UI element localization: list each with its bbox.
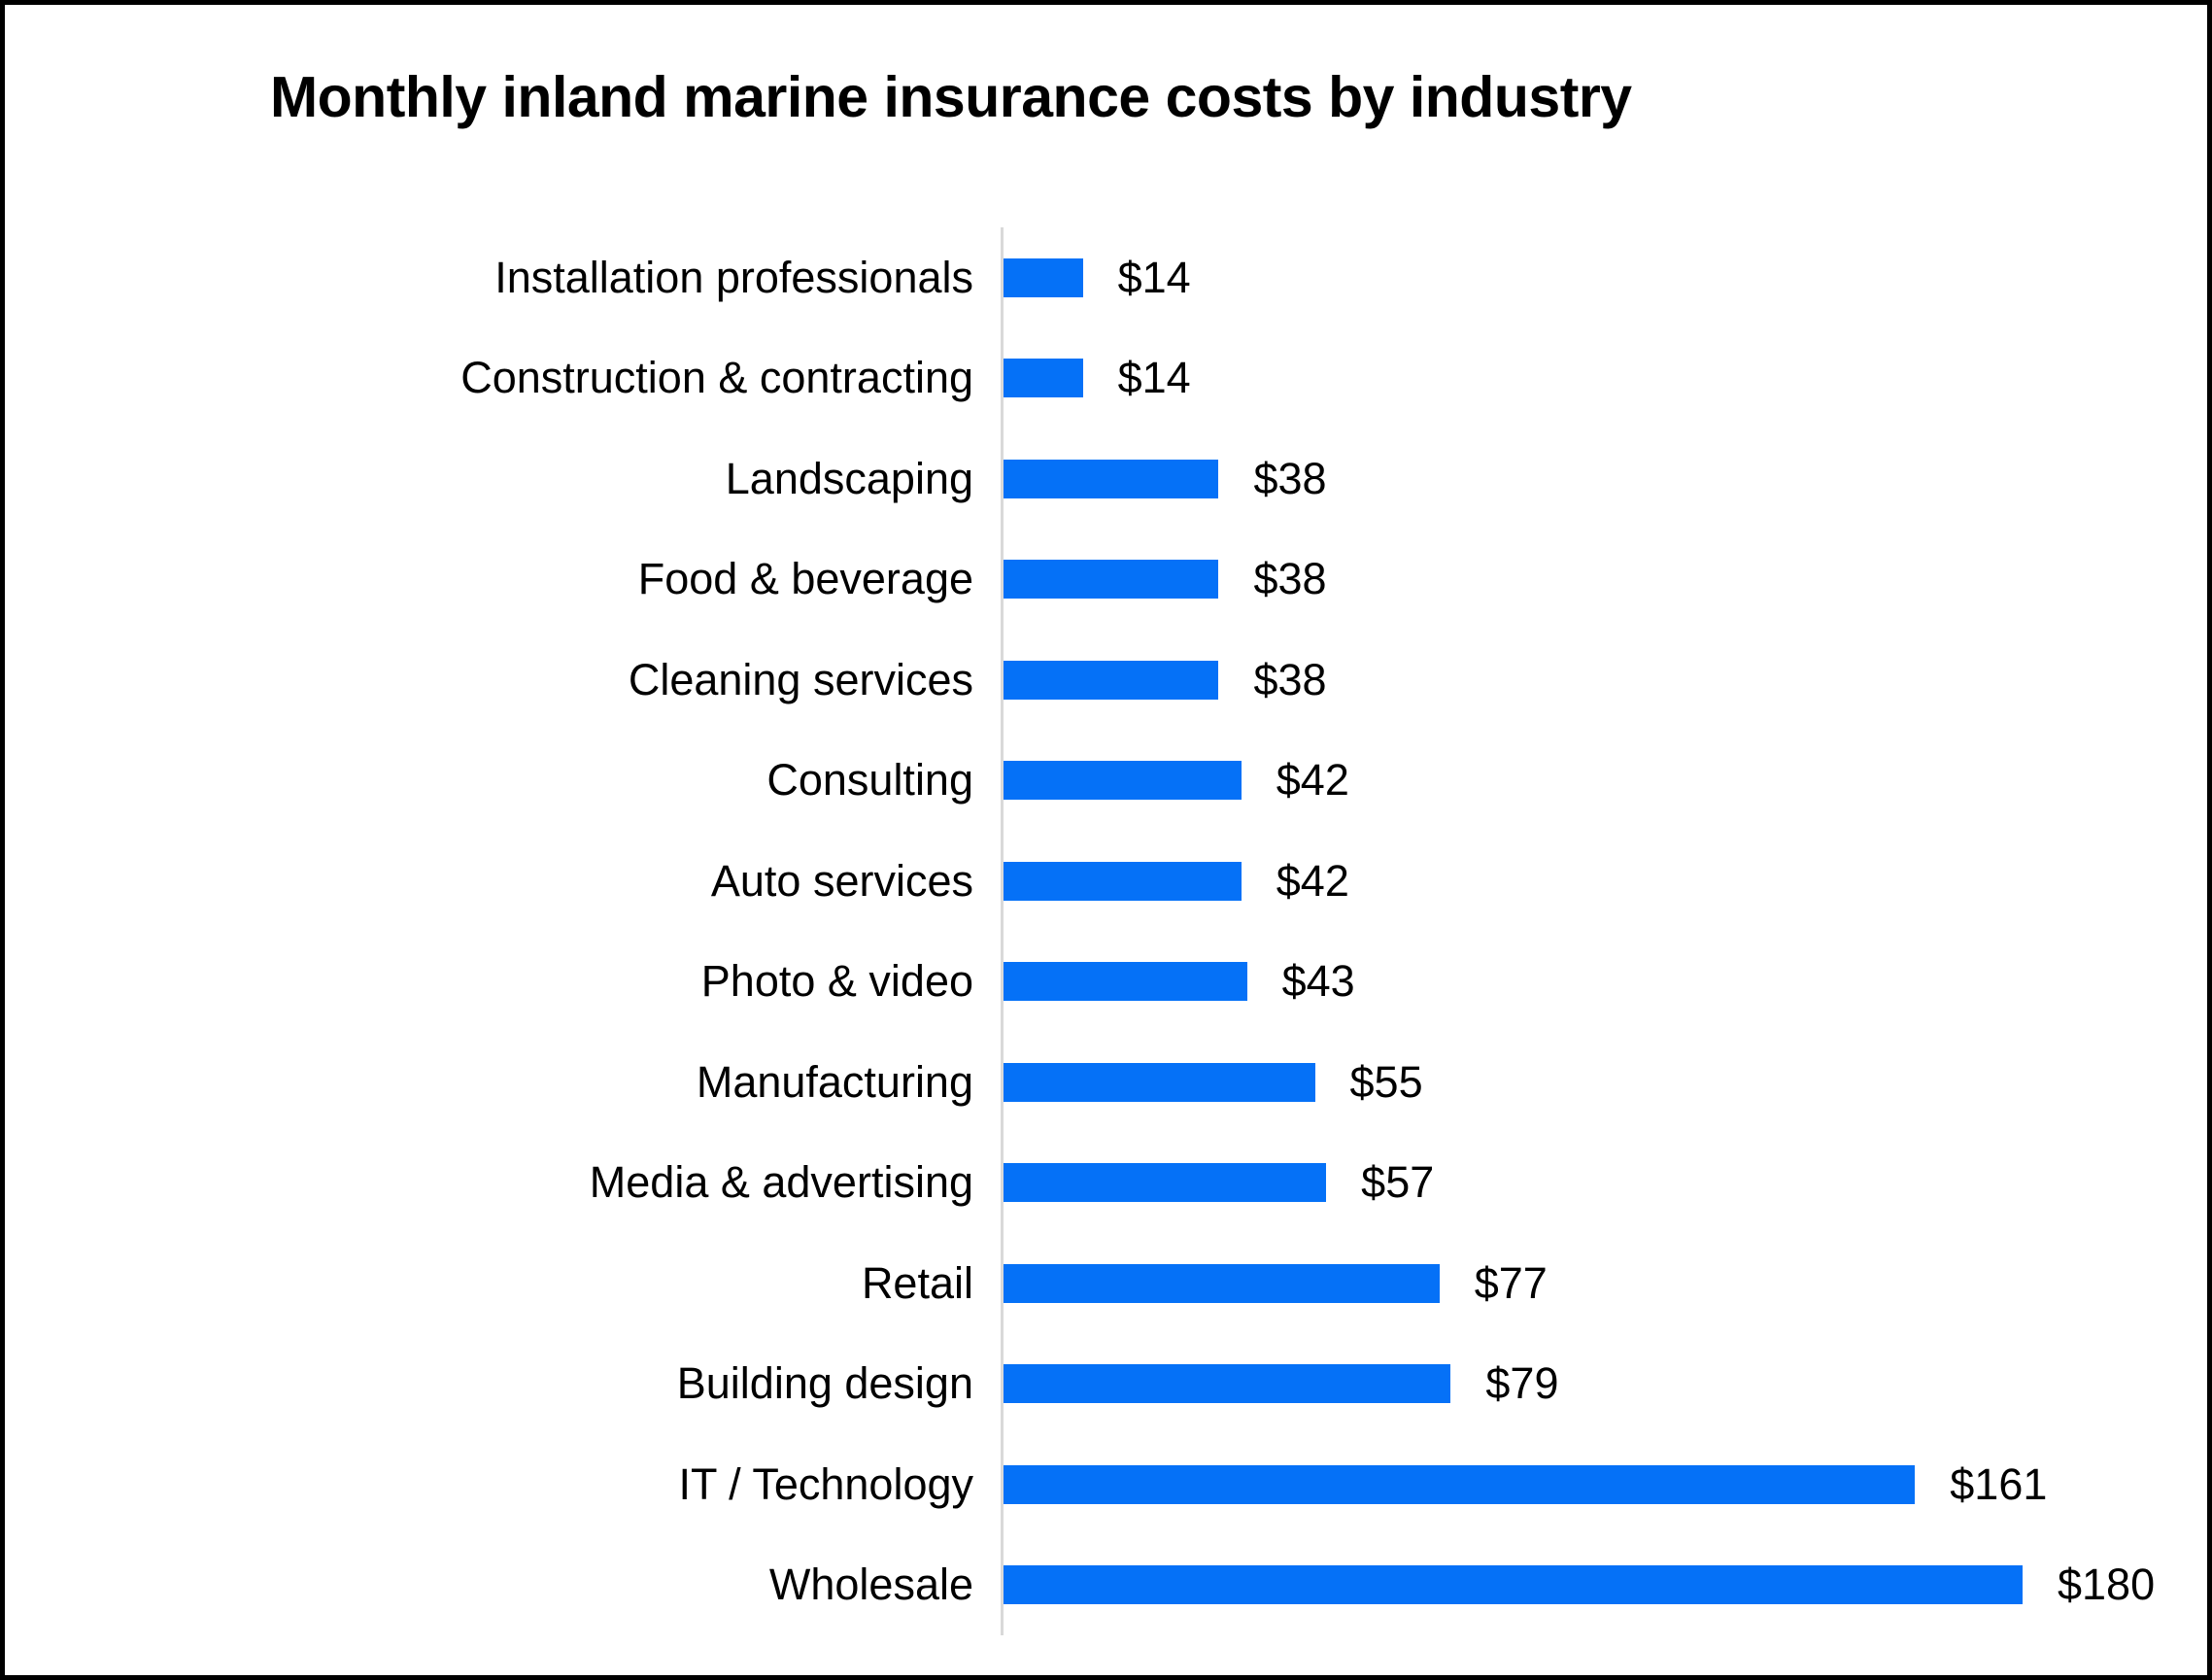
bar-wrap: $57 [1004,1157,1434,1208]
category-label: Construction & contracting [460,353,973,403]
chart-row: Construction & contracting $14 [5,328,2207,429]
value-label: $77 [1474,1257,1548,1308]
value-label: $38 [1253,554,1327,604]
bar-wrap: $38 [1004,554,1327,604]
value-label: $161 [1950,1458,2048,1509]
value-label: $14 [1117,353,1191,403]
bar [1004,761,1242,801]
bar-wrap: $38 [1004,454,1327,504]
chart-row: Building design $79 [5,1334,2207,1435]
value-label: $55 [1349,1056,1423,1107]
bar [1004,1364,1451,1404]
chart-row: Media & advertising $57 [5,1133,2207,1234]
bar-wrap: $14 [1004,253,1191,303]
bar-wrap: $79 [1004,1358,1558,1409]
value-label: $38 [1253,453,1327,503]
value-label: $43 [1281,956,1355,1007]
bar [1004,459,1219,498]
bar-wrap: $43 [1004,956,1355,1007]
category-label: IT / Technology [678,1458,973,1509]
value-label: $79 [1485,1358,1559,1409]
chart-row: Photo & video $43 [5,932,2207,1033]
category-label: Landscaping [725,453,973,503]
bar [1004,1163,1327,1203]
bar [1004,1464,1916,1504]
category-label: Building design [676,1358,973,1409]
chart-row: Cleaning services $38 [5,630,2207,731]
chart-row: Consulting $42 [5,731,2207,832]
category-label: Manufacturing [696,1056,973,1107]
chart-row: Food & beverage $38 [5,530,2207,631]
bar [1004,962,1247,1002]
chart-row: IT / Technology $161 [5,1434,2207,1535]
value-label: $38 [1253,654,1327,704]
bar [1004,660,1219,700]
bar [1004,1062,1315,1102]
category-label: Wholesale [768,1560,973,1610]
bar [1004,1565,2023,1605]
bar-wrap: $180 [1004,1560,2155,1610]
chart-row: Auto services $42 [5,831,2207,932]
chart-row: Manufacturing $55 [5,1032,2207,1133]
chart-row: Wholesale $180 [5,1535,2207,1636]
bar-wrap: $42 [1004,755,1349,806]
bar-wrap: $42 [1004,856,1349,907]
bar-wrap: $77 [1004,1258,1548,1309]
bar-wrap: $55 [1004,1057,1423,1108]
value-label: $180 [2058,1560,2156,1610]
chart-title: Monthly inland marine insurance costs by… [270,65,1632,129]
category-label: Food & beverage [637,554,973,604]
category-label: Photo & video [700,956,973,1007]
bar [1004,1263,1440,1303]
chart-rows: Installation professionals $14 Construct… [5,227,2207,1635]
bar [1004,257,1083,297]
chart-row: Installation professionals $14 [5,227,2207,328]
bar [1004,861,1242,901]
category-label: Consulting [766,755,973,806]
category-label: Auto services [710,855,973,906]
bar [1004,560,1219,600]
category-label: Cleaning services [628,654,973,704]
value-label: $57 [1361,1157,1435,1208]
category-label: Installation professionals [494,252,973,302]
chart-row: Retail $77 [5,1233,2207,1334]
category-label: Media & advertising [589,1157,973,1208]
bar-wrap: $161 [1004,1459,2047,1510]
value-label: $42 [1276,855,1349,906]
chart-row: Landscaping $38 [5,429,2207,530]
bar [1004,359,1083,398]
value-label: $42 [1276,755,1349,806]
bar-wrap: $14 [1004,353,1191,403]
bar-chart: Installation professionals $14 Construct… [5,227,2207,1635]
bar-wrap: $38 [1004,655,1327,705]
value-label: $14 [1117,252,1191,302]
value-axis-line [1001,227,1004,1635]
category-label: Retail [861,1257,973,1308]
